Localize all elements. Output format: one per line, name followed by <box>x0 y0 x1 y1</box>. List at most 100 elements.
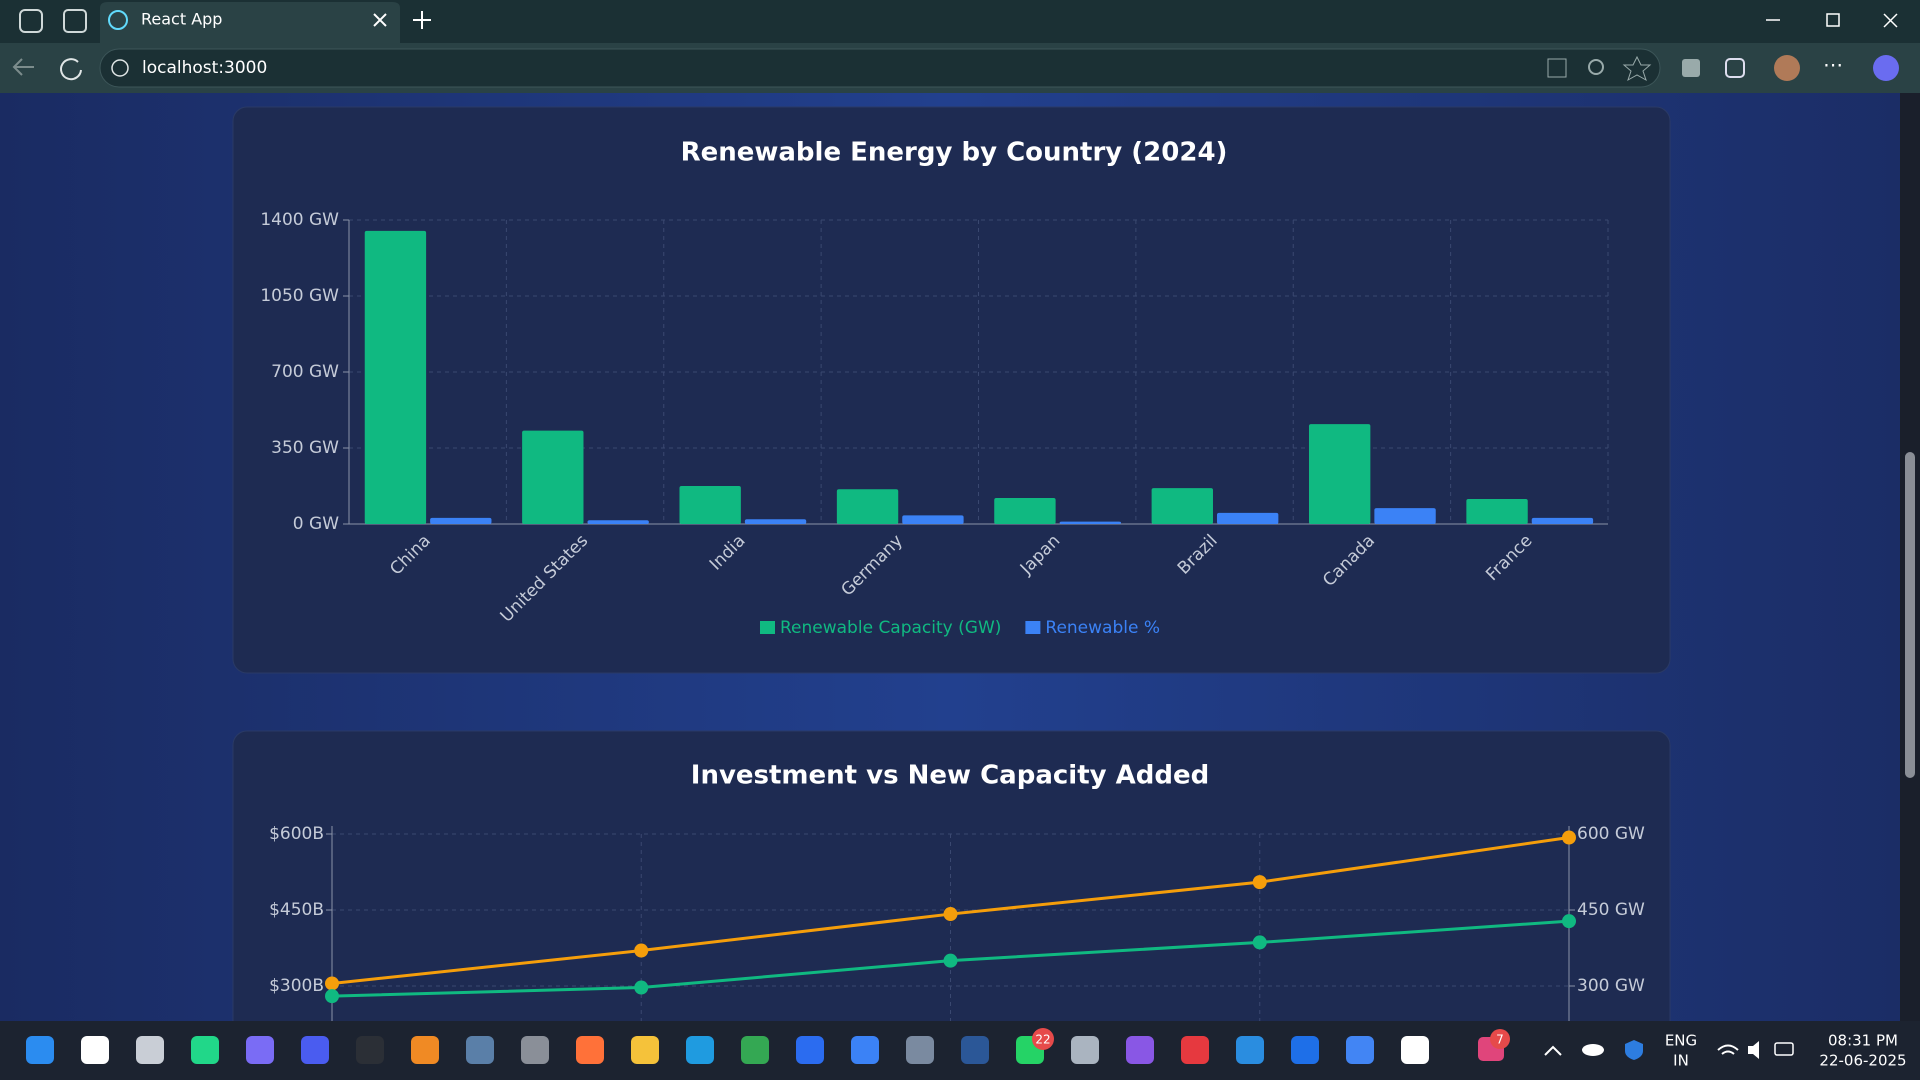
taskbar-app[interactable] <box>796 1036 824 1064</box>
new-tab[interactable] <box>413 11 431 29</box>
y-tick-label: 700 GW <box>271 362 339 382</box>
language[interactable]: ENG <box>1665 1032 1697 1050</box>
collections[interactable] <box>1682 59 1700 77</box>
tab-favicon <box>108 10 128 30</box>
badge-text: 22 <box>1035 1033 1050 1047</box>
close-window[interactable] <box>1883 13 1898 28</box>
taskbar-app[interactable] <box>81 1036 109 1064</box>
onedrive[interactable] <box>1582 1044 1604 1056</box>
site-info[interactable] <box>111 59 129 77</box>
clock-date[interactable]: 22-06-2025 <box>1819 1052 1906 1070</box>
chart-title: Renewable Energy by Country (2024) <box>681 138 1228 168</box>
bar <box>1531 517 1594 524</box>
clock-time[interactable]: 08:31 PM <box>1828 1032 1898 1050</box>
badge-text: 7 <box>1496 1033 1504 1047</box>
bar <box>430 517 492 524</box>
badge <box>1032 1028 1054 1050</box>
tab-actions-button[interactable] <box>63 9 87 33</box>
data-point <box>1252 935 1267 950</box>
taskbar-app[interactable] <box>26 1036 54 1064</box>
wifi[interactable] <box>1717 1044 1739 1055</box>
bar <box>1466 499 1528 524</box>
taskbar-app[interactable] <box>521 1036 549 1064</box>
app-available[interactable] <box>1547 58 1567 78</box>
taskbar-app[interactable] <box>1346 1036 1374 1064</box>
chart-card <box>232 730 1671 1021</box>
taskbar-app[interactable] <box>191 1036 219 1064</box>
taskbar-app[interactable] <box>576 1036 604 1064</box>
back-button[interactable] <box>12 58 34 76</box>
legend-label: Renewable % <box>1045 618 1160 638</box>
bar <box>679 486 741 524</box>
scrollbar-thumb[interactable] <box>1905 452 1915 778</box>
taskbar-app[interactable] <box>246 1036 274 1064</box>
bar <box>522 430 584 524</box>
taskbar-app[interactable] <box>961 1036 989 1064</box>
bar <box>1059 521 1121 524</box>
taskbar-app[interactable] <box>1181 1036 1209 1064</box>
favorite[interactable] <box>1622 55 1652 82</box>
taskbar-app[interactable] <box>1071 1036 1099 1064</box>
data-point <box>634 980 649 995</box>
y-tick-label: $300B <box>269 976 324 996</box>
y-tick-label: 0 GW <box>293 514 339 534</box>
data-point <box>943 953 958 968</box>
y-tick-label: 350 GW <box>271 438 339 458</box>
taskbar-app[interactable] <box>356 1036 384 1064</box>
taskbar-app[interactable] <box>136 1036 164 1064</box>
refresh-button[interactable] <box>60 58 82 81</box>
taskbar-app[interactable] <box>1236 1036 1264 1064</box>
volume[interactable] <box>1748 1041 1759 1059</box>
legend-swatch <box>1025 621 1041 634</box>
data-point <box>1562 914 1576 929</box>
bar <box>1374 508 1436 524</box>
taskbar-app[interactable] <box>686 1036 714 1064</box>
content: Renewable Energy by Country (2024) 0 GW 35… <box>232 106 1671 1021</box>
taskbar-app[interactable] <box>1126 1036 1154 1064</box>
y-tick-label: $450B <box>269 900 324 920</box>
data-point <box>1562 830 1576 845</box>
line-chart: Investment vs New Capacity Added $300B $45… <box>269 761 1645 1021</box>
region[interactable]: IN <box>1673 1052 1689 1070</box>
taskbar-app[interactable] <box>631 1036 659 1064</box>
profile[interactable] <box>1774 55 1800 81</box>
data-point <box>943 907 958 922</box>
url: localhost:3000 <box>142 58 267 78</box>
chart-card <box>232 106 1671 674</box>
y-tick-label: 1400 GW <box>260 210 339 230</box>
taskbar-app[interactable] <box>1401 1036 1429 1064</box>
chart-title: Investment vs New Capacity Added <box>691 761 1209 791</box>
data-point <box>634 943 649 958</box>
active-tab[interactable] <box>100 2 400 43</box>
taskbar-app[interactable] <box>741 1036 769 1064</box>
taskbar-app[interactable] <box>301 1036 329 1064</box>
legend-label: Renewable Capacity (GW) <box>780 618 1001 638</box>
more-menu[interactable]: ⋯ <box>1823 53 1843 77</box>
taskbar-icons <box>26 1036 1429 1064</box>
tray-expand[interactable] <box>1544 1045 1562 1056</box>
bar <box>364 230 427 524</box>
taskbar-app[interactable] <box>906 1036 934 1064</box>
y2-tick-label: 450 GW <box>1577 900 1645 920</box>
extensions[interactable] <box>1725 58 1745 78</box>
data-point <box>1252 875 1267 890</box>
battery[interactable] <box>1774 1042 1794 1056</box>
taskbar-app[interactable] <box>411 1036 439 1064</box>
y-tick-label: $600B <box>269 824 324 844</box>
copilot[interactable] <box>1873 55 1899 81</box>
y-tick-label: 1050 GW <box>260 286 339 306</box>
restore[interactable] <box>1826 13 1840 27</box>
taskbar-app[interactable] <box>1291 1036 1319 1064</box>
address-bar[interactable] <box>99 48 1661 88</box>
badge <box>1490 1029 1510 1049</box>
security[interactable] <box>1625 1040 1643 1060</box>
taskbar-app[interactable] <box>851 1036 879 1064</box>
close-tab[interactable] <box>373 13 387 27</box>
zoom[interactable] <box>1588 59 1604 75</box>
workspaces-button[interactable] <box>19 9 43 33</box>
legend-swatch <box>760 621 775 634</box>
y2-tick-label: 600 GW <box>1577 824 1645 844</box>
taskbar-app[interactable] <box>466 1036 494 1064</box>
data-point <box>325 976 339 991</box>
